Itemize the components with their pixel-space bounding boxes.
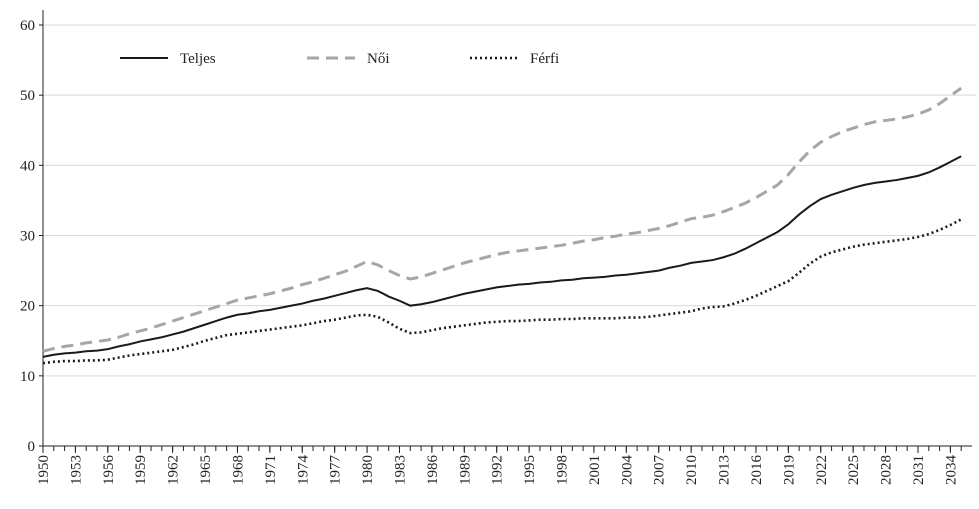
x-tick-label: 1971	[263, 455, 279, 485]
legend-label: Teljes	[180, 51, 216, 67]
x-tick-label: 2034	[943, 455, 959, 486]
x-tick-label: 1977	[328, 455, 344, 486]
x-tick-label: 1956	[101, 455, 117, 486]
y-tick-label: 30	[20, 229, 35, 245]
x-tick-label: 1986	[425, 455, 441, 486]
x-tick-label: 1974	[295, 455, 311, 486]
x-tick-label: 1959	[133, 455, 149, 485]
x-tick-label: 2007	[652, 455, 668, 486]
x-tick-label: 1953	[68, 455, 84, 485]
x-tick-label: 2019	[781, 455, 797, 485]
x-tick-label: 2016	[749, 455, 765, 486]
x-tick-label: 1980	[360, 455, 376, 485]
x-tick-label: 1998	[555, 455, 571, 485]
x-tick-label: 2010	[684, 455, 700, 485]
x-tick-label: 1995	[522, 455, 538, 485]
y-tick-label: 10	[20, 369, 35, 385]
y-tick-label: 50	[20, 88, 35, 104]
x-tick-label: 1968	[230, 455, 246, 485]
y-tick-label: 60	[20, 18, 35, 34]
y-tick-label: 20	[20, 299, 35, 315]
x-tick-label: 1983	[392, 455, 408, 485]
x-tick-label: 2013	[717, 455, 733, 485]
x-tick-label: 2004	[619, 455, 635, 486]
x-tick-label: 2028	[879, 455, 895, 485]
x-tick-label: 1992	[490, 455, 506, 485]
line-series	[42, 86, 963, 353]
x-tick-label: 2025	[846, 455, 862, 485]
legend-label: Női	[367, 51, 390, 67]
x-tick-label: 2022	[814, 455, 830, 485]
line-series	[42, 218, 962, 365]
y-tick-label: 0	[28, 439, 36, 455]
x-tick-label: 2001	[587, 455, 603, 485]
line-series	[42, 155, 962, 358]
x-tick-label: 1989	[457, 455, 473, 485]
x-tick-label: 2031	[911, 455, 927, 485]
x-tick-label: 1962	[166, 455, 182, 485]
x-tick-label: 1965	[198, 455, 214, 485]
x-tick-label: 1950	[36, 455, 52, 485]
y-tick-label: 40	[20, 158, 35, 174]
legend-label: Férfi	[530, 51, 559, 67]
